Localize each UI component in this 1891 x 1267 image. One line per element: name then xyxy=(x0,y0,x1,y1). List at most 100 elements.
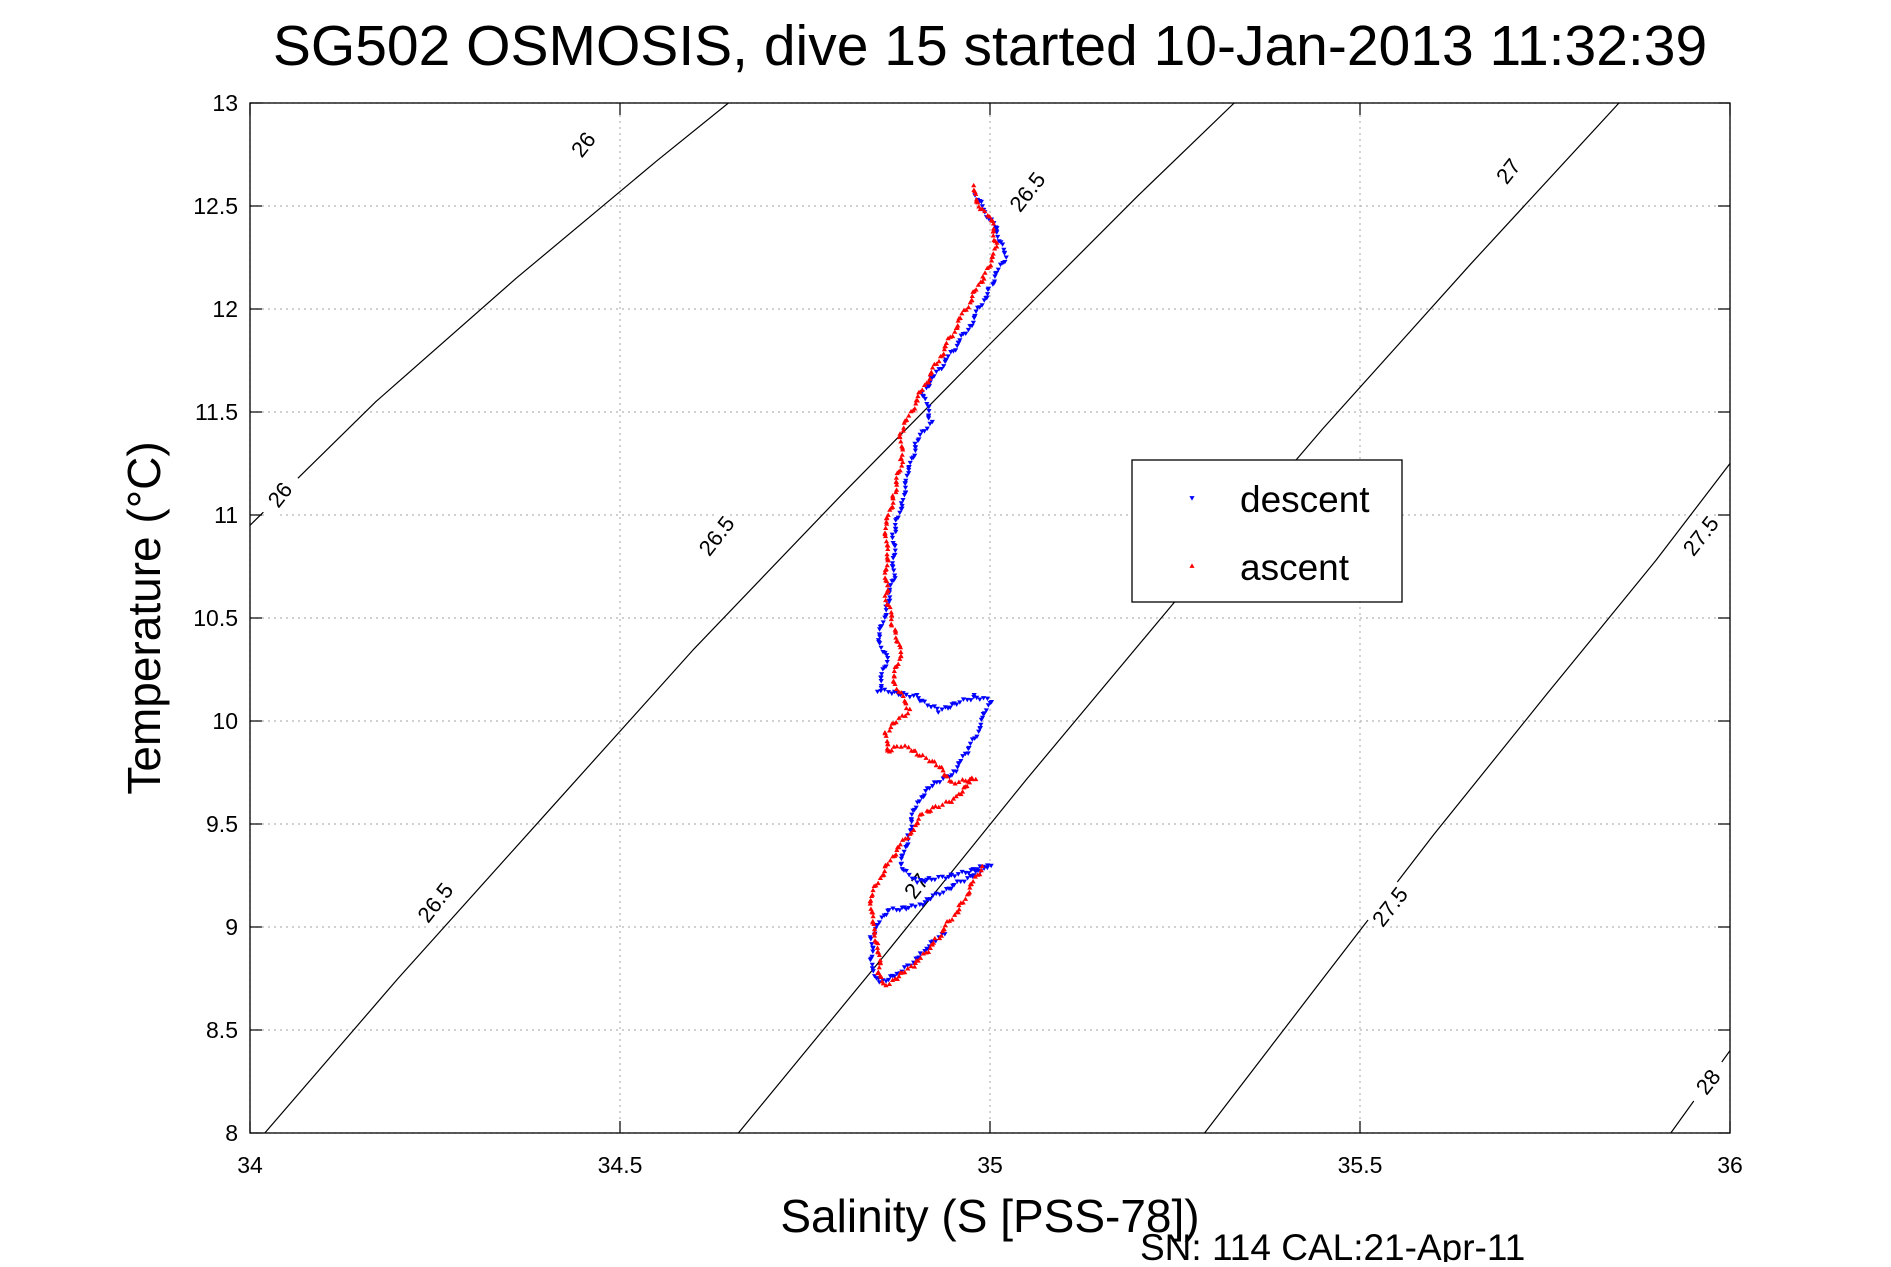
ascent-marker xyxy=(978,279,984,284)
ascent-marker xyxy=(979,863,985,869)
descent-marker xyxy=(983,708,989,713)
descent-marker xyxy=(941,364,947,369)
descent-marker xyxy=(906,471,912,476)
descent-marker xyxy=(927,421,933,427)
ascent-marker xyxy=(899,452,905,457)
descent-marker xyxy=(877,634,883,640)
descent-marker xyxy=(973,869,979,874)
descent-marker xyxy=(998,240,1004,245)
ascent-marker xyxy=(884,738,890,744)
descent-marker xyxy=(902,485,909,491)
ascent-marker xyxy=(930,804,936,810)
ascent-marker xyxy=(875,940,881,946)
descent-marker xyxy=(954,765,961,770)
y-tick-label: 10.5 xyxy=(193,605,238,631)
descent-marker xyxy=(892,576,898,581)
ascent-marker xyxy=(881,868,888,874)
contour-label-mask xyxy=(1675,508,1726,563)
ascent-marker xyxy=(891,668,897,673)
descent-marker xyxy=(960,697,967,702)
ascent-marker xyxy=(885,546,891,552)
ascent-marker xyxy=(917,955,924,960)
x-tick-label: 34.5 xyxy=(598,1152,643,1178)
contour-line-27-5 xyxy=(1204,463,1730,1133)
descent-marker xyxy=(926,876,932,881)
ascent-marker xyxy=(893,479,900,485)
ascent-marker xyxy=(900,837,906,842)
descent-marker xyxy=(942,932,948,937)
ascent-marker xyxy=(890,500,896,505)
ascent-marker xyxy=(932,935,938,941)
ascent-marker xyxy=(879,872,886,878)
descent-marker xyxy=(919,795,925,800)
descent-marker xyxy=(957,338,963,343)
descent-marker xyxy=(913,805,919,811)
descent-marker xyxy=(940,776,946,781)
descent-marker xyxy=(980,696,987,701)
descent-marker xyxy=(932,877,938,883)
descent-marker xyxy=(978,722,984,728)
contour-label-mask xyxy=(1001,164,1053,219)
ascent-marker xyxy=(966,779,973,785)
ascent-marker xyxy=(900,428,906,433)
descent-marker xyxy=(974,695,980,701)
descent-marker xyxy=(961,879,967,884)
ascent-marker xyxy=(952,329,958,334)
descent-marker xyxy=(948,350,954,355)
ascent-marker xyxy=(913,398,919,403)
ascent-marker xyxy=(874,945,881,950)
ascent-marker xyxy=(942,343,948,349)
ascent-marker xyxy=(973,191,979,196)
descent-marker xyxy=(885,977,892,983)
descent-marker xyxy=(969,737,975,742)
descent-marker xyxy=(946,875,952,880)
descent-marker xyxy=(955,340,961,346)
descent-marker xyxy=(885,655,891,661)
ascent-marker xyxy=(894,743,900,749)
descent-marker xyxy=(879,672,885,677)
ascent-marker xyxy=(912,748,918,753)
ascent-marker xyxy=(920,752,926,758)
y-tick-label: 8 xyxy=(225,1120,238,1146)
ascent-marker xyxy=(883,525,889,530)
descent-marker xyxy=(901,965,908,970)
descent-marker xyxy=(914,880,920,885)
ascent-marker xyxy=(933,762,939,768)
descent-marker xyxy=(954,702,960,707)
ascent-marker xyxy=(961,307,967,313)
ascent-marker xyxy=(932,803,939,809)
ascent-marker xyxy=(955,318,961,323)
descent-marker xyxy=(909,824,915,830)
ascent-marker xyxy=(876,964,882,970)
ascent-marker xyxy=(924,808,930,813)
descent-marker xyxy=(924,897,930,902)
descent-marker xyxy=(869,962,875,968)
ascent-marker xyxy=(946,918,953,923)
descent-marker xyxy=(929,783,936,789)
descent-marker xyxy=(902,481,908,487)
descent-marker xyxy=(942,359,948,365)
ascent-marker xyxy=(893,489,899,495)
ascent-marker xyxy=(972,874,978,879)
descent-marker xyxy=(903,692,909,698)
ascent-marker xyxy=(967,885,973,890)
descent-marker xyxy=(915,438,921,443)
ascent-marker xyxy=(884,590,890,595)
descent-marker xyxy=(990,282,996,287)
ascent-marker xyxy=(883,515,889,521)
ascent-marker xyxy=(962,896,969,901)
descent-marker xyxy=(937,892,943,897)
ascent-marker xyxy=(982,270,988,275)
ascent-marker xyxy=(911,827,917,832)
ascent-marker xyxy=(870,910,876,915)
legend-marker-ascent xyxy=(1189,563,1195,568)
descent-marker xyxy=(906,905,912,911)
descent-marker xyxy=(912,445,919,451)
descent-marker xyxy=(914,692,920,698)
ascent-marker xyxy=(876,952,883,958)
descent-marker xyxy=(889,561,896,566)
descent-marker xyxy=(892,573,898,578)
ascent-marker xyxy=(887,857,893,863)
descent-marker xyxy=(980,711,986,717)
ascent-marker xyxy=(898,439,904,444)
